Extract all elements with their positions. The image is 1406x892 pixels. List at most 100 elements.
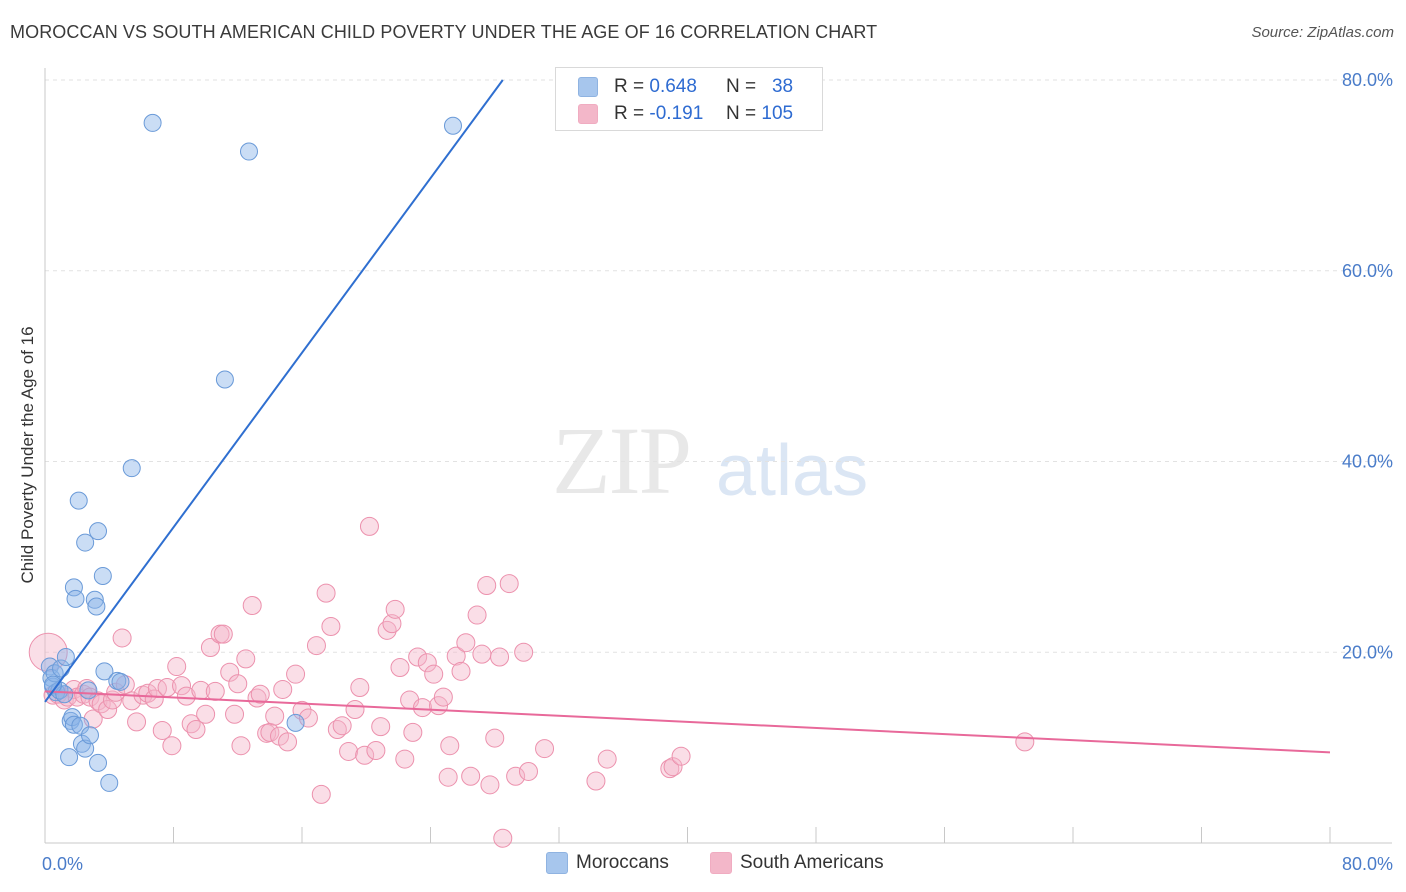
data-point-south-americans: [485, 728, 505, 748]
data-point-south-americans: [499, 574, 519, 594]
r-value: 0.648: [649, 76, 697, 97]
moroccans-points: [40, 113, 462, 792]
legend-r-moroccans: R = 0.648: [614, 76, 764, 98]
tick-labels: 20.0% 40.0% 60.0% 80.0% 0.0% 80.0%: [42, 70, 1393, 874]
data-point-moroccans: [45, 664, 64, 683]
legend-item-moroccans[interactable]: Moroccans: [546, 852, 669, 874]
data-point-moroccans: [71, 716, 90, 735]
watermark-zip: ZIP: [552, 407, 692, 514]
data-point-south-americans: [306, 636, 326, 656]
data-point-south-americans: [220, 662, 240, 682]
data-point-south-americans: [339, 741, 359, 761]
data-point-south-americans: [377, 620, 397, 640]
data-point-south-americans: [385, 599, 405, 619]
data-point-south-americans: [493, 828, 513, 848]
data-point-south-americans: [408, 647, 428, 667]
trend-line-south-americans: [44, 690, 1331, 754]
data-point-south-americans: [228, 674, 248, 694]
data-point-south-americans: [332, 716, 352, 736]
data-point-south-americans: [472, 644, 492, 664]
data-point-south-americans: [433, 687, 453, 707]
data-point-south-americans: [382, 614, 402, 634]
data-point-south-americans: [403, 722, 423, 742]
n-label: N =: [726, 76, 757, 97]
data-point-south-americans: [663, 757, 683, 777]
x-tick-label: 0.0%: [42, 854, 83, 874]
data-point-moroccans: [80, 726, 99, 745]
data-point-south-americans: [586, 771, 606, 791]
data-point-south-americans: [213, 624, 233, 644]
data-point-south-americans: [597, 749, 617, 769]
r-label: R =: [614, 76, 645, 97]
data-point-south-americans: [98, 699, 118, 719]
data-point-south-americans: [196, 704, 216, 724]
data-point-south-americans: [477, 575, 497, 595]
legend-label-south-americans: South Americans: [740, 852, 884, 873]
south-americans-points: [28, 516, 1035, 848]
data-point-south-americans: [359, 516, 379, 536]
grid-lines: [45, 79, 1392, 653]
axes: [44, 68, 1392, 844]
data-point-south-americans: [321, 616, 341, 636]
data-point-south-americans: [350, 678, 370, 698]
data-point-moroccans: [89, 522, 108, 541]
data-point-south-americans: [152, 720, 172, 740]
data-point-south-americans: [461, 766, 481, 786]
chart-title: MOROCCAN VS SOUTH AMERICAN CHILD POVERTY…: [10, 22, 878, 42]
data-point-south-americans: [456, 633, 476, 653]
data-point-moroccans: [64, 578, 83, 597]
moroccans-legend-swatch: [546, 852, 568, 874]
data-point-south-americans: [106, 682, 126, 702]
data-point-moroccans: [143, 113, 162, 132]
n-value: 38: [771, 76, 794, 97]
data-point-south-americans: [231, 736, 251, 756]
data-point-south-americans: [265, 706, 285, 726]
data-point-south-americans: [167, 657, 187, 677]
y-tick-label: 80.0%: [1342, 70, 1393, 90]
data-point-moroccans: [89, 753, 108, 772]
correlation-legend: R = 0.648 N = 38 R = -0.191 N = 105: [555, 67, 823, 131]
data-point-south-americans: [518, 761, 538, 781]
data-point-moroccans: [93, 566, 112, 585]
data-point-south-americans: [225, 704, 245, 724]
y-tick-label: 20.0%: [1342, 642, 1393, 662]
data-point-moroccans: [215, 370, 234, 389]
data-point-south-americans: [424, 664, 444, 684]
n-value: 105: [761, 103, 794, 124]
data-point-south-americans: [355, 745, 375, 765]
data-point-south-americans: [311, 784, 331, 804]
data-point-south-americans: [438, 767, 458, 787]
legend-n-south-americans: N = 105: [726, 103, 826, 125]
data-point-south-americans: [162, 736, 182, 756]
legend-r-south-americans: R = -0.191: [614, 103, 764, 125]
data-point-moroccans: [76, 739, 95, 758]
legend-item-south-americans[interactable]: South Americans: [710, 852, 884, 874]
data-point-south-americans: [242, 596, 262, 616]
r-value: -0.191: [649, 103, 704, 124]
data-point-south-americans: [490, 647, 510, 667]
data-point-south-americans: [390, 658, 410, 678]
data-point-south-americans: [506, 766, 526, 786]
r-label: R =: [614, 103, 645, 124]
data-point-south-americans: [316, 583, 336, 603]
data-point-south-americans: [1015, 732, 1035, 752]
data-point-south-americans: [446, 646, 466, 666]
data-point-moroccans: [76, 533, 95, 552]
data-point-moroccans: [100, 773, 119, 792]
data-point-south-americans: [127, 712, 147, 732]
data-point-south-americans: [671, 746, 691, 766]
data-point-south-americans: [371, 717, 391, 737]
y-tick-label: 40.0%: [1342, 452, 1393, 472]
data-point-south-americans: [345, 699, 365, 719]
legend-n-moroccans: N = 38: [726, 76, 826, 98]
data-point-moroccans: [239, 142, 258, 161]
data-point-south-americans: [273, 679, 293, 699]
data-point-south-americans: [366, 740, 386, 760]
data-point-moroccans: [95, 662, 114, 681]
trend-line-moroccans: [44, 79, 504, 703]
data-point-south-americans: [286, 664, 306, 684]
data-point-moroccans: [60, 748, 79, 767]
trend-lines: [44, 79, 1331, 754]
data-point-moroccans: [87, 597, 106, 616]
data-point-south-americans: [660, 759, 680, 779]
